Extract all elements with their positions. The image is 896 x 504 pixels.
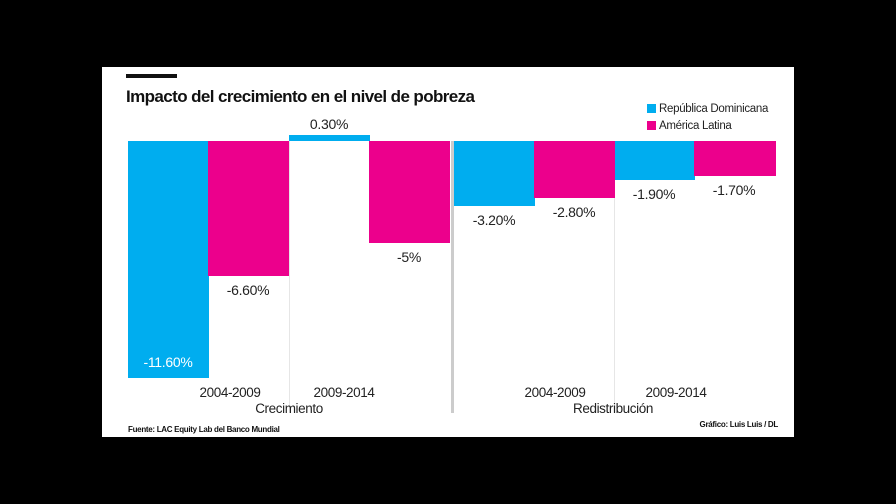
bar [289,134,370,141]
group-label: Crecimiento [255,401,323,416]
source-note: Fuente: LAC Equity Lab del Banco Mundial [128,425,280,434]
data-label: -5% [397,249,421,265]
data-label: -1.70% [712,181,756,198]
category-label: 2004-2009 [524,385,586,400]
bar [614,141,695,180]
category-label: 2004-2009 [199,385,261,400]
divider-line [289,141,290,413]
bar [369,141,450,243]
data-label: -3.20% [472,212,516,229]
legend-label: República Dominicana [659,103,769,115]
bar [128,141,209,378]
data-label: -1.90% [632,185,676,202]
chart-panel: Impacto del crecimiento en el nivel de p… [102,67,794,437]
legend-swatch [647,121,656,130]
bar [208,141,289,276]
chart-title: Impacto del crecimiento en el nivel de p… [126,87,475,106]
decorative-bar [126,74,177,78]
group-separator [451,141,454,413]
data-label: 0.30% [309,115,349,132]
data-label: -11.60% [143,353,193,370]
category-label: 2009-2014 [645,385,707,400]
legend-label: América Latina [659,120,732,132]
legend-swatch [647,104,656,113]
credit-note: Gráfico: Luis Luis / DL [699,420,779,429]
category-label: 2009-2014 [313,385,375,400]
legend-item-rd: República Dominicana [647,103,768,115]
bar [534,141,615,199]
divider-line [614,141,615,413]
bar [694,141,776,176]
group-label: Redistribución [573,401,653,416]
bar [454,141,535,207]
data-label: -2.80% [552,204,596,221]
legend-item-al: América Latina [647,120,732,132]
data-label: -6.60% [226,281,270,298]
